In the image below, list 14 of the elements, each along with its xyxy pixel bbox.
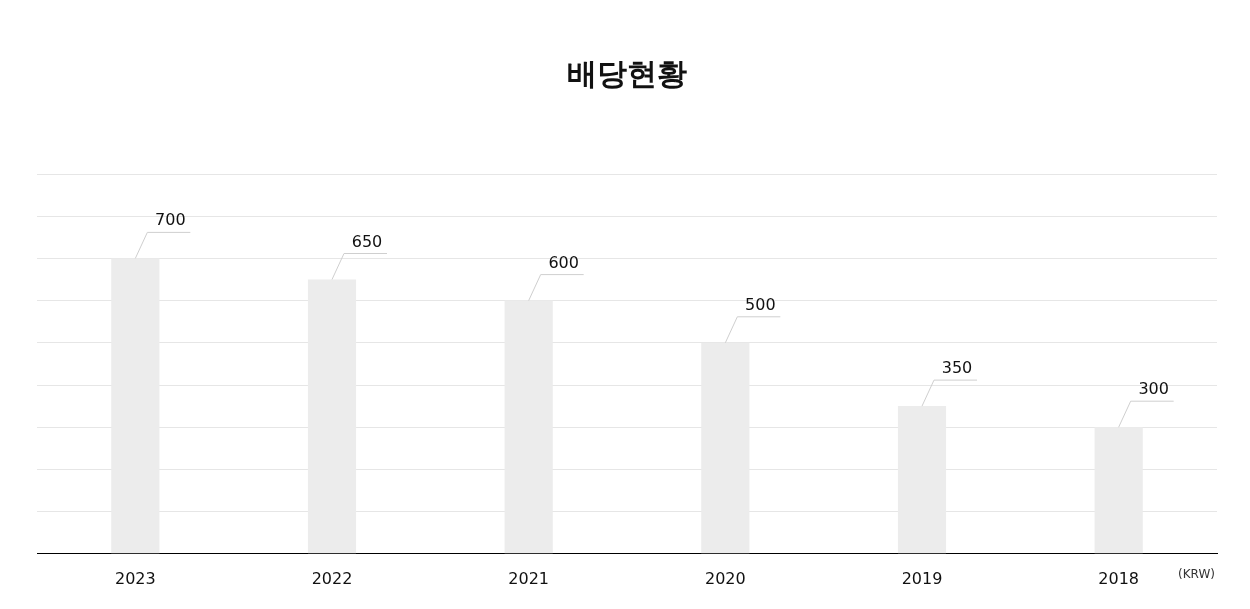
x-tick-label: 2019: [901, 568, 943, 588]
x-tick-label: 2021: [508, 568, 550, 588]
x-tick-label: 2022: [311, 568, 353, 588]
text: (KRW): [1178, 566, 1215, 581]
data-label: 350: [941, 358, 973, 378]
data-label: 650: [351, 231, 383, 251]
chart-title: 배당현황: [567, 55, 687, 91]
x-tick-label: 2020: [704, 568, 746, 588]
data-label: 700: [155, 210, 186, 230]
data-label: 500: [745, 294, 776, 314]
data-label: 300: [1138, 379, 1169, 399]
x-tick-label: 2023: [114, 568, 156, 588]
data-label: 600: [548, 252, 579, 272]
x-tick-label: 2018: [1098, 568, 1140, 588]
